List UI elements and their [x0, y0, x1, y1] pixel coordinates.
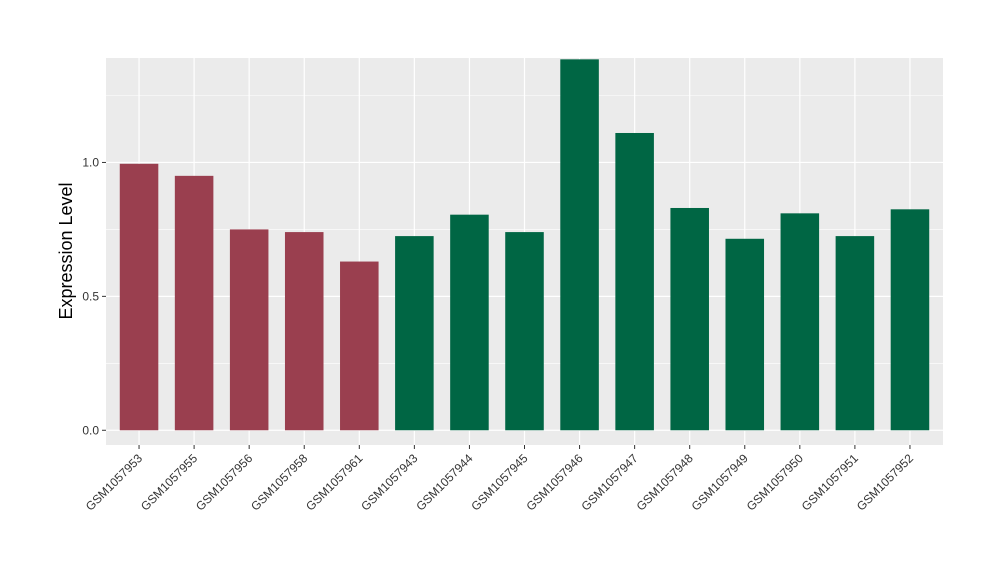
x-tick-label: GSM1057944 [413, 451, 475, 513]
x-tick-label: GSM1057950 [744, 451, 806, 513]
bar-GSM1057943 [395, 236, 434, 431]
y-tick-label: 1.0 [82, 155, 99, 169]
bar-GSM1057950 [780, 213, 820, 431]
bar-GSM1057952 [890, 209, 930, 431]
x-tick-label: GSM1057943 [358, 451, 420, 513]
x-tick-label: GSM1057949 [689, 451, 751, 513]
y-axis-title: Expression Level [56, 182, 76, 319]
bar-GSM1057944 [450, 214, 489, 431]
bar-GSM1057956 [229, 229, 269, 431]
bar-GSM1057948 [670, 207, 709, 431]
x-tick-label: GSM1057955 [138, 451, 200, 513]
bar-GSM1057946 [560, 59, 599, 431]
x-axis: GSM1057953GSM1057955GSM1057956GSM1057958… [83, 445, 916, 513]
bar-GSM1057961 [340, 261, 379, 431]
y-tick-label: 0.0 [82, 423, 99, 437]
bar-GSM1057955 [174, 175, 214, 431]
bar-GSM1057951 [835, 236, 875, 431]
x-tick-label: GSM1057948 [634, 451, 696, 513]
x-tick-label: GSM1057956 [193, 451, 255, 513]
x-tick-label: GSM1057947 [578, 451, 640, 513]
x-tick-label: GSM1057945 [468, 451, 530, 513]
y-tick-label: 0.5 [82, 289, 99, 303]
bar-GSM1057958 [284, 232, 324, 431]
bar-GSM1057945 [505, 232, 544, 431]
bar-GSM1057947 [615, 132, 654, 431]
x-tick-label: GSM1057961 [303, 451, 365, 513]
bars [119, 59, 930, 431]
x-tick-label: GSM1057952 [854, 451, 916, 513]
bar-GSM1057949 [725, 238, 765, 431]
x-tick-label: GSM1057953 [83, 451, 145, 513]
y-axis: 0.0 0.5 1.0 [82, 155, 106, 437]
x-tick-label: GSM1057951 [799, 451, 861, 513]
x-tick-label: GSM1057958 [248, 451, 310, 513]
bar-GSM1057953 [119, 163, 159, 431]
x-tick-label: GSM1057946 [523, 451, 585, 513]
